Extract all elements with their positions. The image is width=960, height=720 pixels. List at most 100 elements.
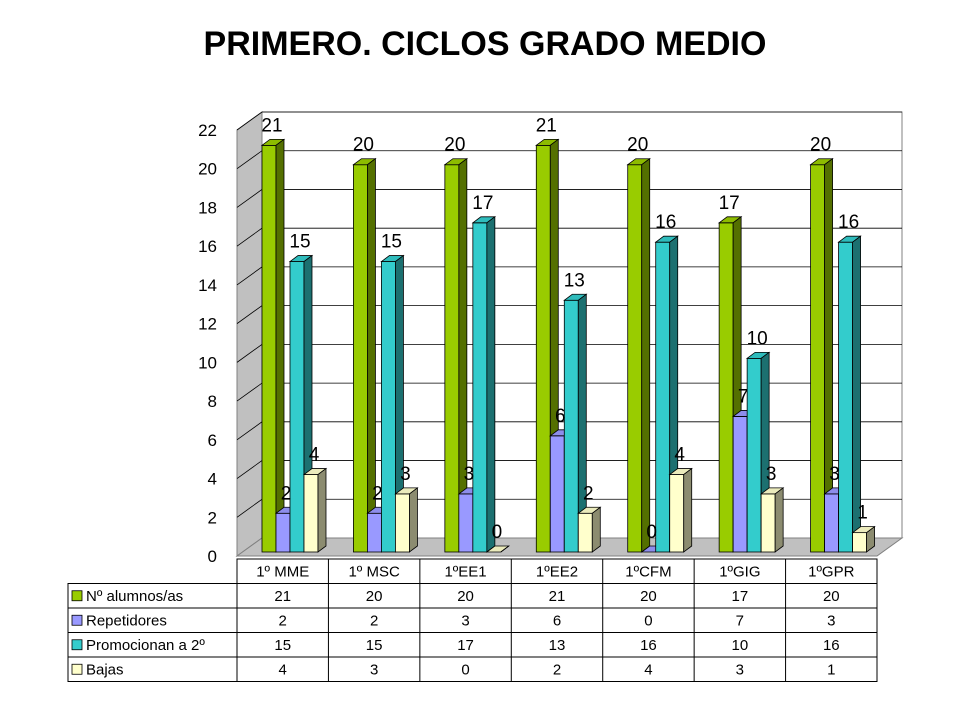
table-cell: 3: [736, 661, 744, 678]
bar-front: [535, 144, 551, 553]
table-cell: 0: [644, 612, 652, 629]
table-cell: 3: [370, 661, 378, 678]
bar-1-2: [352, 157, 377, 553]
bar-front: [444, 164, 460, 553]
legend-swatch: [71, 663, 83, 675]
table-cell: 10: [732, 637, 749, 654]
y-axis-ticks: 0 2 4 6 8 10 12 14 16 18 20 22: [198, 121, 217, 566]
bar-front: [261, 144, 277, 553]
legend-entry: Promocionan a 2º: [86, 637, 205, 654]
table-cell: 20: [823, 588, 840, 605]
table-cell: 20: [640, 588, 657, 605]
table-cell: 15: [274, 637, 291, 654]
legend-entry: Nº alumnos/as: [86, 588, 183, 605]
bar-front: [563, 299, 579, 553]
bar-front: [760, 493, 776, 553]
x-tick-label: 1ºEE2: [536, 563, 578, 580]
bar-front: [732, 416, 748, 553]
bar-front: [275, 512, 291, 553]
y-tick-label: 20: [198, 160, 217, 179]
x-tick-label: 1ºEE1: [444, 563, 486, 580]
bar-front: [472, 222, 488, 553]
bar-front: [367, 512, 382, 553]
table-cell: 6: [553, 612, 561, 629]
bar-front: [824, 493, 839, 553]
side-wall: [236, 111, 263, 557]
bar-front: [289, 261, 305, 553]
bar-front: [627, 164, 643, 553]
data-label: 17: [472, 193, 493, 214]
data-label: 2: [281, 483, 292, 504]
table-cell: 0: [461, 661, 469, 678]
table-cell: 13: [549, 637, 566, 654]
data-label: 16: [838, 212, 859, 233]
data-label: 15: [289, 232, 310, 253]
bar-1-7: [809, 157, 834, 553]
x-tick-label: 1ºGIG: [719, 563, 760, 580]
bar-3-7: [837, 235, 862, 553]
data-label: 16: [655, 212, 676, 233]
y-tick-label: 18: [198, 198, 217, 217]
bar-4-6: [759, 487, 785, 553]
table-cell: 15: [366, 637, 383, 654]
data-label: 20: [810, 135, 831, 156]
table-cell: 16: [640, 637, 657, 654]
bar-4-5: [668, 467, 693, 553]
table-cell: 16: [823, 637, 840, 654]
data-labels: 2121542021532031702161322001641771032031…: [261, 115, 867, 543]
legend-entry: Repetidores: [86, 612, 167, 629]
data-label: 4: [309, 445, 320, 466]
table-cell: 20: [366, 588, 383, 605]
table-cell: 2: [553, 661, 561, 678]
bar-3-4: [563, 293, 588, 553]
legend-swatch: [71, 639, 83, 651]
data-label: 15: [381, 232, 402, 253]
table-cell: 2: [279, 612, 287, 629]
data-label: 3: [464, 464, 475, 485]
data-label: 10: [747, 328, 768, 349]
table-cell: 2: [370, 612, 378, 629]
x-tick-label: 1º MSC: [348, 563, 399, 580]
bar-side: [866, 525, 875, 553]
bar-front: [381, 261, 396, 553]
bars: [260, 138, 876, 553]
data-label: 3: [766, 464, 777, 485]
bar-front: [810, 164, 825, 553]
table-cell: 20: [457, 588, 474, 605]
data-label: 3: [829, 464, 840, 485]
bar-3-2: [380, 254, 405, 553]
data-label: 2: [583, 483, 594, 504]
bar-side: [486, 216, 496, 553]
bar-side: [591, 506, 601, 553]
y-tick-label: 0: [208, 547, 217, 566]
bar-front: [549, 435, 565, 553]
bar-4-1: [302, 467, 328, 553]
bar-front: [746, 357, 762, 553]
bar-3-3: [471, 216, 497, 553]
table-cell: 4: [644, 661, 652, 678]
x-tick-label: 1ºGPR: [808, 563, 854, 580]
bar-front: [718, 222, 734, 553]
data-label: 21: [536, 115, 557, 136]
bar-front: [669, 474, 685, 553]
table-cell: 17: [457, 637, 474, 654]
y-tick-label: 8: [208, 392, 217, 411]
data-label: 20: [353, 135, 374, 156]
bar-side: [774, 487, 784, 553]
bar-front: [353, 164, 368, 553]
data-label: 6: [555, 406, 566, 427]
bar-front: [395, 493, 410, 553]
x-tick-label: 1º MME: [256, 563, 309, 580]
y-tick-label: 12: [198, 315, 217, 334]
bar-front: [303, 474, 319, 553]
bar-front: [458, 493, 474, 553]
bar-4-3: [485, 545, 511, 553]
bar-side: [500, 545, 510, 553]
data-label: 2: [372, 483, 383, 504]
bar-front: [655, 241, 671, 553]
y-tick-label: 14: [198, 276, 217, 295]
data-label: 13: [564, 270, 585, 291]
bar-front: [838, 241, 853, 553]
bar-4-2: [394, 487, 419, 553]
legend-swatch: [71, 614, 83, 626]
